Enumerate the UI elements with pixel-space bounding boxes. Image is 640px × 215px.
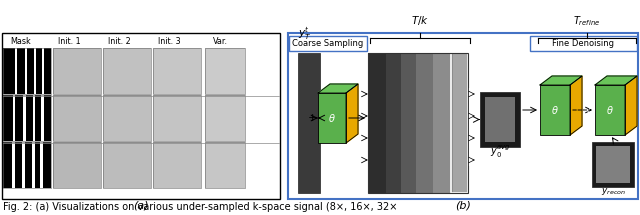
Text: $y_0^{avg}$: $y_0^{avg}$ <box>490 144 510 160</box>
FancyBboxPatch shape <box>368 53 468 193</box>
FancyBboxPatch shape <box>32 142 35 188</box>
FancyBboxPatch shape <box>595 85 625 135</box>
Text: $\theta$: $\theta$ <box>551 104 559 116</box>
FancyBboxPatch shape <box>13 95 15 141</box>
Text: Init. 3: Init. 3 <box>158 37 180 46</box>
FancyBboxPatch shape <box>42 48 44 94</box>
FancyBboxPatch shape <box>15 48 17 94</box>
Polygon shape <box>318 84 358 93</box>
FancyBboxPatch shape <box>153 142 201 188</box>
FancyBboxPatch shape <box>540 85 570 135</box>
FancyBboxPatch shape <box>289 36 367 51</box>
FancyBboxPatch shape <box>368 53 386 193</box>
Text: $T/k$: $T/k$ <box>411 14 429 27</box>
FancyBboxPatch shape <box>416 53 433 193</box>
Polygon shape <box>540 76 582 85</box>
FancyBboxPatch shape <box>205 95 245 141</box>
FancyBboxPatch shape <box>3 95 51 141</box>
FancyBboxPatch shape <box>12 142 15 188</box>
Text: $y_{recon}$: $y_{recon}$ <box>600 186 625 197</box>
FancyBboxPatch shape <box>53 48 101 94</box>
FancyBboxPatch shape <box>386 53 401 193</box>
FancyBboxPatch shape <box>24 48 26 94</box>
Text: Init. 2: Init. 2 <box>108 37 131 46</box>
FancyBboxPatch shape <box>596 146 630 183</box>
Text: (b): (b) <box>455 200 471 210</box>
FancyBboxPatch shape <box>33 95 35 141</box>
FancyBboxPatch shape <box>3 142 51 188</box>
Text: Mask: Mask <box>10 37 31 46</box>
FancyBboxPatch shape <box>40 142 44 188</box>
FancyBboxPatch shape <box>103 95 151 141</box>
FancyBboxPatch shape <box>480 92 520 147</box>
FancyBboxPatch shape <box>153 48 201 94</box>
Text: Var.: Var. <box>213 37 228 46</box>
FancyBboxPatch shape <box>205 48 245 94</box>
FancyBboxPatch shape <box>453 53 468 193</box>
FancyBboxPatch shape <box>103 142 151 188</box>
FancyBboxPatch shape <box>53 95 101 141</box>
Polygon shape <box>625 76 637 135</box>
FancyBboxPatch shape <box>53 142 101 188</box>
FancyBboxPatch shape <box>153 95 201 141</box>
Polygon shape <box>570 76 582 135</box>
FancyBboxPatch shape <box>34 48 36 94</box>
Text: $y_T^t$: $y_T^t$ <box>298 25 312 42</box>
FancyBboxPatch shape <box>318 93 346 143</box>
FancyBboxPatch shape <box>2 33 280 199</box>
Text: Coarse Sampling: Coarse Sampling <box>292 38 364 48</box>
Polygon shape <box>595 76 637 85</box>
FancyBboxPatch shape <box>298 53 320 193</box>
FancyBboxPatch shape <box>288 33 638 199</box>
FancyBboxPatch shape <box>23 95 26 141</box>
Text: Init. 1: Init. 1 <box>58 37 81 46</box>
Text: $\theta$: $\theta$ <box>606 104 614 116</box>
FancyBboxPatch shape <box>433 53 453 193</box>
Text: Fine Denoising: Fine Denoising <box>552 38 614 48</box>
FancyBboxPatch shape <box>42 95 44 141</box>
FancyBboxPatch shape <box>530 36 637 51</box>
Text: $\theta$: $\theta$ <box>328 112 336 124</box>
Polygon shape <box>346 84 358 143</box>
Text: +: + <box>307 113 317 123</box>
FancyBboxPatch shape <box>401 53 416 193</box>
FancyBboxPatch shape <box>3 48 51 94</box>
Text: (a): (a) <box>133 200 149 210</box>
FancyBboxPatch shape <box>22 142 25 188</box>
Text: $T_{refine}$: $T_{refine}$ <box>573 14 601 28</box>
FancyBboxPatch shape <box>205 142 245 188</box>
FancyBboxPatch shape <box>485 97 515 142</box>
FancyBboxPatch shape <box>103 48 151 94</box>
FancyBboxPatch shape <box>592 142 634 187</box>
Text: Fig. 2: (a) Visualizations on various under-sampled k-space signal (8×, 16×, 32×: Fig. 2: (a) Visualizations on various un… <box>3 202 397 212</box>
